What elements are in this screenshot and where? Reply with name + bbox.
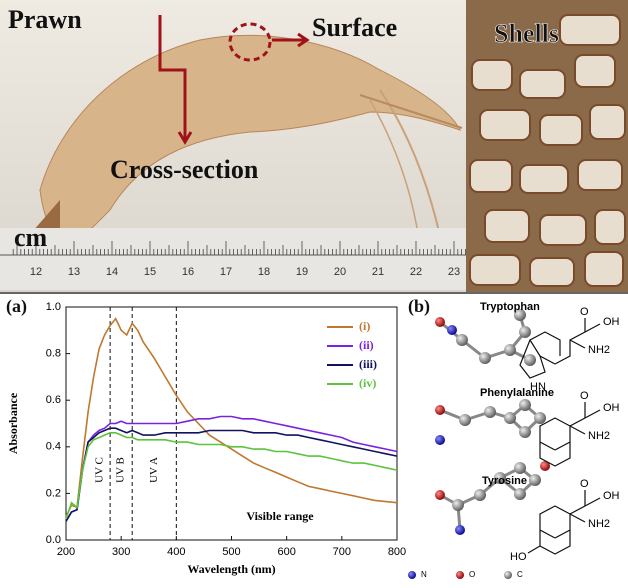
y-tick-label: 0.2 xyxy=(46,487,61,499)
group-label: OH xyxy=(603,490,620,502)
panel-label: (a) xyxy=(6,296,27,317)
legend-label: (iii) xyxy=(359,357,377,371)
x-tick-label: 800 xyxy=(388,546,406,558)
x-tick-label: 300 xyxy=(112,546,130,558)
atom-swatch xyxy=(408,571,416,579)
x-tick-label: 500 xyxy=(222,546,240,558)
ruler-number: 13 xyxy=(68,266,80,278)
surface-arrow xyxy=(272,32,310,48)
group-label: HN xyxy=(530,381,546,393)
group-label: O xyxy=(580,478,589,490)
ruler-number: 17 xyxy=(220,266,232,278)
group-label: O xyxy=(580,306,589,318)
y-tick-label: 1.0 xyxy=(46,301,61,313)
surface-label: Surface xyxy=(312,13,397,42)
group-label: OH xyxy=(603,316,620,328)
cross-section-label: Cross-section xyxy=(110,155,259,184)
atom-swatch xyxy=(504,571,512,579)
molecule-name: Tryptophan xyxy=(480,301,540,313)
region-label: Visible range xyxy=(246,509,314,523)
x-axis-label: Wavelength (nm) xyxy=(187,562,275,576)
series-line xyxy=(65,317,398,518)
series-line xyxy=(65,432,398,520)
group-label: HO xyxy=(510,551,527,563)
shells-label: Shells xyxy=(494,19,559,48)
ruler-number: 14 xyxy=(106,266,118,278)
atom-label: O xyxy=(469,570,475,579)
atom-label: N xyxy=(421,570,427,579)
ruler-number: 18 xyxy=(258,266,270,278)
ruler-number: 23 xyxy=(448,266,460,278)
molecule-name: Tyrosine xyxy=(482,475,527,487)
group-label: NH2 xyxy=(588,430,610,442)
ruler: 12 13 14 15 16 17 18 19 20 21 22 23 xyxy=(0,241,466,278)
y-tick-label: 0.0 xyxy=(46,534,61,546)
x-tick-label: 200 xyxy=(57,546,75,558)
series-line xyxy=(65,427,398,522)
ruler-number: 20 xyxy=(334,266,346,278)
ruler-unit: cm xyxy=(14,223,48,252)
y-axis-label: Absorbance xyxy=(6,392,20,454)
atom-label: C xyxy=(517,570,523,579)
ruler-number: 12 xyxy=(30,266,42,278)
legend-label: (i) xyxy=(359,319,370,333)
group-label: OH xyxy=(603,402,620,414)
x-tick-label: 700 xyxy=(333,546,351,558)
y-tick-label: 0.4 xyxy=(46,441,61,453)
region-label: UV B xyxy=(115,457,127,483)
ruler-number: 19 xyxy=(296,266,308,278)
atom-swatch xyxy=(456,571,464,579)
surface-marker xyxy=(228,22,272,62)
prawn-photo xyxy=(0,0,466,292)
y-tick-label: 0.8 xyxy=(46,348,61,360)
cross-section-arrow xyxy=(158,15,193,145)
ruler-number: 16 xyxy=(182,266,194,278)
ruler-number: 22 xyxy=(410,266,422,278)
group-label: NH2 xyxy=(588,518,610,530)
panel-label: (b) xyxy=(408,296,430,317)
x-tick-label: 600 xyxy=(277,546,295,558)
group-label: O xyxy=(580,390,589,402)
prawn-label: Prawn xyxy=(8,5,82,34)
legend-label: (ii) xyxy=(359,338,374,352)
molecule-models xyxy=(435,309,550,535)
group-label: NH2 xyxy=(588,344,610,356)
x-tick-label: 400 xyxy=(167,546,185,558)
series-line xyxy=(65,415,398,522)
region-label: UV C xyxy=(94,457,106,483)
absorbance-chart: 200 300 400 500 600 700 800 0.0 0.2 0.4 0.6 0.8 1.0 W… xyxy=(6,301,406,576)
region-label: UV A xyxy=(148,457,160,483)
y-tick-label: 0.6 xyxy=(46,394,61,406)
skeletal-formulas xyxy=(519,318,601,555)
ruler-number: 15 xyxy=(144,266,156,278)
ruler-number: 21 xyxy=(372,266,384,278)
legend-label: (iv) xyxy=(359,376,376,390)
molecule-name: Phenylalanine xyxy=(480,387,554,399)
shells-photo xyxy=(466,0,628,292)
